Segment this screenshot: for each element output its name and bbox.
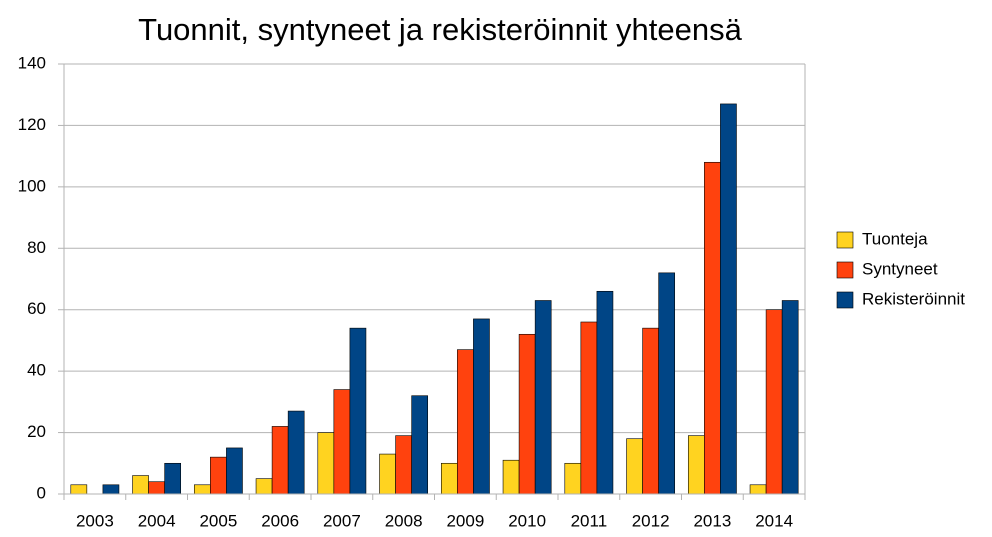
bar — [704, 161, 721, 495]
y-tick-label: 120 — [18, 115, 46, 134]
bar — [781, 300, 799, 495]
y-tick-label: 140 — [18, 53, 46, 72]
legend-label: Syntyneet — [862, 259, 938, 278]
bar — [193, 484, 211, 495]
bar — [379, 453, 396, 495]
bar — [333, 389, 351, 495]
bar — [687, 435, 705, 495]
bar — [720, 103, 737, 495]
bar — [349, 327, 367, 495]
bar — [658, 272, 676, 495]
bar — [148, 481, 165, 495]
x-tick-label: 2012 — [632, 511, 670, 530]
bar — [70, 484, 88, 495]
bar — [502, 459, 520, 495]
y-tick-label: 0 — [37, 483, 46, 502]
bar — [749, 484, 767, 495]
y-tick-label: 40 — [27, 361, 46, 380]
bar — [287, 410, 305, 495]
bar — [411, 395, 429, 495]
bar — [473, 318, 490, 495]
bar — [765, 309, 783, 495]
bar — [580, 321, 598, 495]
y-tick-label: 20 — [27, 422, 46, 441]
x-tick-label: 2014 — [755, 511, 793, 530]
x-tick-label: 2009 — [446, 511, 484, 530]
y-tick-label: 60 — [27, 299, 46, 318]
bar — [642, 327, 659, 495]
bar — [102, 484, 120, 495]
bar — [518, 333, 536, 495]
y-tick-label: 80 — [27, 238, 46, 257]
legend-swatch — [836, 231, 854, 249]
bar — [395, 435, 412, 495]
legend-label: Rekisteröinnit — [862, 289, 965, 308]
x-tick-label: 2004 — [138, 511, 176, 530]
bar — [440, 462, 458, 495]
y-tick-label: 100 — [18, 176, 46, 195]
bar — [271, 426, 289, 495]
x-tick-label: 2011 — [571, 511, 608, 530]
legend-swatch — [836, 291, 854, 309]
bar — [317, 432, 335, 495]
legend-label: Tuonteja — [862, 229, 928, 248]
x-tick-label: 2008 — [385, 511, 423, 530]
bar — [210, 456, 227, 495]
legend-swatch — [836, 261, 854, 279]
chart-title: Tuonnit, syntyneet ja rekisteröinnit yht… — [138, 12, 742, 47]
bar — [457, 349, 474, 495]
bar — [164, 462, 182, 495]
bar — [564, 462, 582, 495]
x-tick-label: 2007 — [323, 511, 361, 530]
bar — [534, 300, 552, 495]
x-tick-label: 2006 — [261, 511, 299, 530]
bar — [226, 447, 243, 495]
x-tick-label: 2005 — [199, 511, 237, 530]
x-tick-label: 2010 — [508, 511, 546, 530]
x-tick-label: 2013 — [693, 511, 731, 530]
bar — [596, 290, 614, 495]
bar — [626, 438, 643, 495]
bar — [255, 478, 273, 495]
bar — [132, 475, 149, 495]
x-tick-label: 2003 — [76, 511, 114, 530]
